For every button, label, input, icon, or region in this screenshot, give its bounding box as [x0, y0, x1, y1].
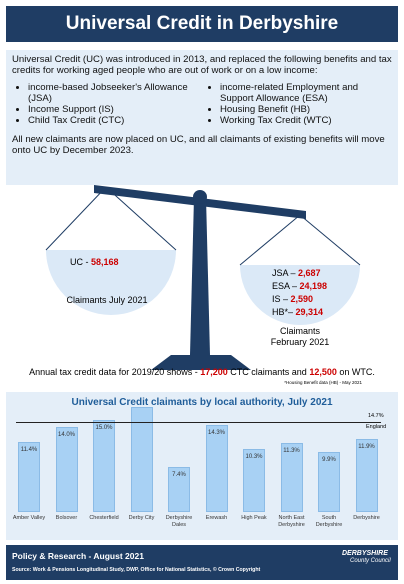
right-pan: [240, 265, 360, 325]
label: IS –: [272, 294, 291, 304]
x-tick-label: High Peak: [241, 515, 267, 521]
chart: Universal Credit claimants by local auth…: [6, 392, 398, 540]
x-tick-label: Erewash: [205, 515, 228, 521]
reference-label: 14.7%: [368, 413, 384, 420]
bar: [55, 426, 78, 512]
footer-source: Source: Work & Pensions Longitudinal Stu…: [12, 567, 261, 573]
x-tick-label: Chesterfield: [89, 515, 119, 521]
x-tick-label: South Derbyshire: [315, 515, 343, 528]
value: 17,200: [200, 367, 228, 377]
value-label: 14.0%: [57, 431, 75, 438]
item: ESA – 24,198: [272, 281, 327, 291]
value: 24,198: [300, 281, 328, 291]
x-tick-label: Amber Valley: [12, 515, 46, 521]
value: 2,687: [298, 268, 321, 278]
intro: Universal Credit (UC) was introduced in …: [6, 50, 398, 185]
reference-name: England: [366, 424, 387, 431]
x-tick-label: Derby City: [128, 515, 155, 521]
text: CTC claimants and: [228, 367, 310, 377]
footer-title: Policy & Research - August 2021: [12, 551, 144, 561]
text: on WTC.: [337, 367, 375, 377]
value-label: 11.9%: [358, 444, 375, 451]
closing-text: All new claimants are now placed on UC, …: [12, 134, 385, 156]
logo: County Council: [350, 558, 391, 564]
x-tick-label: Derbyshire: [353, 515, 380, 521]
strings: [45, 186, 361, 266]
bar: [318, 451, 340, 512]
caption: Claimants July 2021: [66, 295, 147, 305]
pivot: [193, 190, 207, 204]
value-label: 14.3%: [207, 429, 225, 436]
bullets-right: income-related Employment and Support Al…: [202, 82, 394, 126]
reference-line: [16, 422, 381, 424]
bar: [18, 442, 40, 512]
bar: [205, 424, 228, 512]
footnote: *Housing Benefit data (HB) - May 2021: [284, 380, 362, 385]
scales: UC - 58,168 Claimants July 2021 JSA – 2,…: [29, 185, 375, 385]
value-label: 9.9%: [322, 456, 336, 463]
bullet-columns: income-based Jobseeker's Allowance (JSA)…: [10, 82, 394, 126]
bar: [93, 420, 115, 512]
label: JSA –: [272, 268, 298, 278]
bullet: income-related Employment and Support Al…: [220, 82, 394, 104]
bullet: income-based Jobseeker's Allowance (JSA): [28, 82, 202, 104]
value-label: 15.0%: [95, 425, 113, 432]
value: 29,314: [296, 307, 324, 317]
bar: [130, 407, 153, 512]
uc-label: UC - 58,168: [70, 257, 119, 267]
item: JSA – 2,687: [272, 268, 321, 278]
caption: Claimants: [280, 326, 321, 336]
pillar: [190, 197, 210, 355]
bar: [168, 466, 190, 512]
item: HB*– 29,314: [272, 307, 323, 317]
bar: [243, 449, 265, 512]
x-tick-label: Bolsover: [55, 515, 78, 521]
value-label: 11.3%: [283, 448, 300, 455]
bullet: Housing Benefit (HB): [220, 104, 394, 115]
tax-credit-text: Annual tax credit data for 2019/20 shows…: [29, 367, 375, 377]
text: Annual tax credit data for 2019/20 shows…: [29, 367, 200, 377]
x-tick-label: North East Derbyshire: [278, 515, 305, 528]
chart-title: Universal Credit claimants by local auth…: [71, 397, 333, 408]
base: [151, 355, 251, 370]
left-pan: [46, 250, 176, 315]
footer: Policy & Research - August 2021 Source: …: [6, 545, 398, 580]
bar: [280, 443, 303, 512]
bullets-left: income-based Jobseeker's Allowance (JSA)…: [10, 82, 202, 126]
intro-text: Universal Credit (UC) was introduced in …: [12, 54, 392, 76]
caption: February 2021: [271, 337, 330, 347]
value-label: 7.4%: [172, 471, 186, 478]
value-label: 11.4%: [20, 447, 38, 454]
bar: [355, 439, 378, 512]
x-tick-label: Derbyshire Dales: [165, 515, 193, 528]
label: ESA –: [272, 281, 300, 291]
value: 2,590: [291, 294, 314, 304]
item: IS – 2,590: [272, 294, 313, 304]
label: UC -: [70, 257, 91, 267]
bullet: Income Support (IS): [28, 104, 202, 115]
value-label: 10.3%: [245, 454, 263, 461]
header-title: Universal Credit in Derbyshire: [6, 6, 398, 42]
label: HB*–: [272, 307, 296, 317]
value: 12,500: [309, 367, 337, 377]
bullet: Child Tax Credit (CTC): [28, 115, 202, 126]
logo: DERBYSHIRE: [342, 550, 388, 557]
bullet: Working Tax Credit (WTC): [220, 115, 394, 126]
value: 58,168: [91, 257, 119, 267]
